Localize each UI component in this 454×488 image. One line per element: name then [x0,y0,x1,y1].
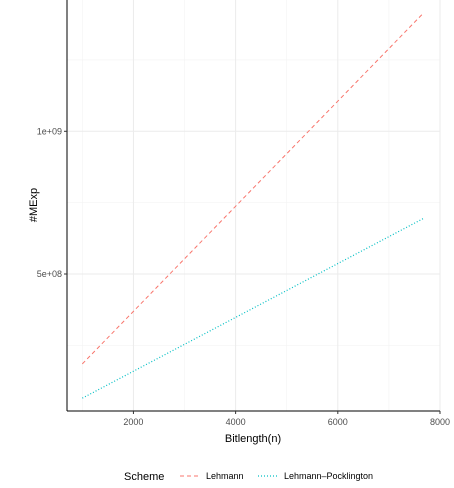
y-tick-label: 5e+08 [37,269,62,279]
legend-title: Scheme [124,471,164,483]
y-axis-title: #MExp [28,188,40,222]
x-axis-title: Bitlength(n) [225,433,281,445]
series-line-lehmann-pocklington [82,217,424,399]
series-line-lehmann [81,12,425,365]
y-tick-label: 1e+09 [37,126,62,136]
axes: 2000 4000 6000 8000 5e+08 1e+09 [37,126,450,427]
x-tick-label: 8000 [430,417,450,427]
x-tick-label: 6000 [328,417,348,427]
legend-label-lehmann-pocklington: Lehmann–Pocklington [284,471,373,481]
x-tick-label: 2000 [123,417,143,427]
grid [67,0,441,411]
plot-panel [67,0,440,411]
x-tick-label: 4000 [226,417,246,427]
series-layer [81,12,425,399]
legend: Scheme Lehmann Lehmann–Pocklington [124,471,373,483]
legend-label-lehmann: Lehmann [206,471,244,481]
